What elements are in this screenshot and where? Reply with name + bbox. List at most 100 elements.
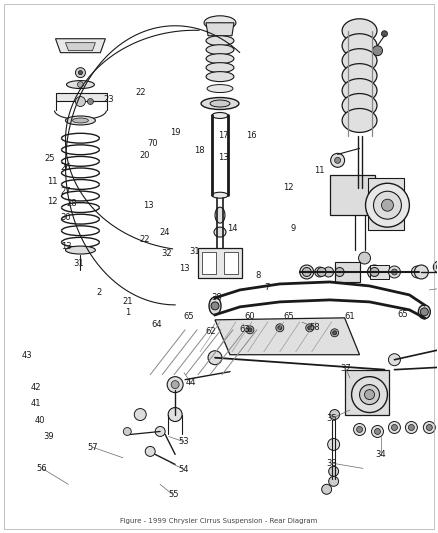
- Circle shape: [335, 268, 344, 277]
- Circle shape: [414, 269, 420, 275]
- Ellipse shape: [342, 34, 377, 58]
- Ellipse shape: [206, 36, 234, 46]
- Bar: [202, 252, 216, 274]
- Circle shape: [374, 429, 381, 434]
- Circle shape: [381, 199, 393, 211]
- Text: 64: 64: [152, 320, 162, 329]
- Text: 7: 7: [265, 283, 270, 292]
- Ellipse shape: [342, 94, 377, 117]
- Text: 25: 25: [44, 154, 55, 163]
- Ellipse shape: [206, 54, 234, 63]
- Text: 39: 39: [43, 432, 54, 441]
- Bar: [198, 248, 242, 278]
- Text: 18: 18: [194, 146, 205, 155]
- Text: 35: 35: [326, 414, 337, 423]
- Circle shape: [389, 354, 400, 366]
- Text: 42: 42: [30, 383, 41, 392]
- Text: 30: 30: [60, 213, 71, 222]
- Ellipse shape: [342, 78, 377, 102]
- Circle shape: [406, 422, 417, 433]
- Text: 58: 58: [310, 322, 320, 332]
- Ellipse shape: [66, 116, 95, 125]
- Circle shape: [306, 324, 314, 332]
- Text: 65: 65: [183, 312, 194, 321]
- Text: 13: 13: [218, 152, 229, 161]
- Circle shape: [413, 268, 422, 277]
- Circle shape: [75, 96, 85, 107]
- Circle shape: [248, 328, 252, 332]
- Circle shape: [321, 484, 332, 494]
- Circle shape: [328, 466, 339, 477]
- Circle shape: [78, 82, 83, 87]
- Circle shape: [317, 268, 326, 277]
- Circle shape: [88, 99, 93, 104]
- Circle shape: [328, 477, 339, 486]
- Text: 21: 21: [122, 297, 133, 306]
- Text: 54: 54: [179, 465, 189, 474]
- Text: 34: 34: [375, 450, 386, 459]
- Circle shape: [335, 157, 341, 163]
- Text: 56: 56: [37, 464, 47, 473]
- Circle shape: [330, 409, 339, 419]
- Circle shape: [278, 326, 282, 330]
- Circle shape: [332, 331, 337, 335]
- Polygon shape: [215, 318, 360, 355]
- Text: 31: 31: [73, 260, 84, 268]
- Ellipse shape: [214, 227, 226, 237]
- Polygon shape: [370, 265, 389, 279]
- Circle shape: [371, 425, 384, 438]
- Polygon shape: [206, 23, 234, 36]
- Circle shape: [364, 390, 374, 400]
- Circle shape: [390, 268, 399, 277]
- Circle shape: [392, 424, 397, 431]
- Polygon shape: [56, 39, 106, 53]
- Circle shape: [246, 326, 254, 334]
- Bar: [224, 252, 238, 274]
- Polygon shape: [56, 93, 107, 101]
- Circle shape: [357, 426, 363, 432]
- Ellipse shape: [342, 109, 377, 132]
- Text: 19: 19: [170, 128, 180, 137]
- Text: 24: 24: [159, 228, 170, 237]
- Text: 22: 22: [140, 236, 150, 245]
- Circle shape: [331, 154, 345, 167]
- Text: 1: 1: [125, 308, 130, 317]
- Text: Figure - 1999 Chrysler Cirrus Suspension - Rear Diagram: Figure - 1999 Chrysler Cirrus Suspension…: [120, 518, 318, 524]
- Circle shape: [75, 68, 85, 78]
- Text: 31: 31: [190, 247, 200, 256]
- Circle shape: [134, 409, 146, 421]
- Polygon shape: [335, 262, 360, 282]
- Ellipse shape: [204, 16, 236, 30]
- Circle shape: [145, 447, 155, 456]
- Text: 22: 22: [135, 88, 146, 96]
- Ellipse shape: [72, 118, 88, 123]
- Text: 13: 13: [179, 264, 189, 273]
- Circle shape: [381, 31, 388, 37]
- Circle shape: [408, 424, 414, 431]
- Ellipse shape: [210, 100, 230, 107]
- Polygon shape: [330, 175, 374, 215]
- Ellipse shape: [212, 192, 228, 198]
- Circle shape: [374, 191, 401, 219]
- Text: 65: 65: [397, 310, 408, 319]
- Circle shape: [276, 324, 284, 332]
- Ellipse shape: [342, 63, 377, 87]
- Circle shape: [167, 377, 183, 393]
- Text: 28: 28: [66, 199, 77, 208]
- Circle shape: [308, 326, 312, 330]
- Text: 60: 60: [244, 312, 255, 321]
- Circle shape: [392, 269, 397, 275]
- Text: 12: 12: [283, 183, 293, 192]
- Text: 23: 23: [104, 95, 114, 104]
- Circle shape: [168, 408, 182, 422]
- Circle shape: [352, 377, 388, 413]
- Text: 9: 9: [290, 224, 296, 233]
- Ellipse shape: [201, 98, 239, 109]
- Circle shape: [171, 381, 179, 389]
- Circle shape: [424, 422, 435, 433]
- Circle shape: [420, 308, 428, 316]
- Text: 13: 13: [61, 242, 71, 251]
- Circle shape: [360, 385, 379, 405]
- Circle shape: [353, 424, 366, 435]
- Ellipse shape: [206, 45, 234, 55]
